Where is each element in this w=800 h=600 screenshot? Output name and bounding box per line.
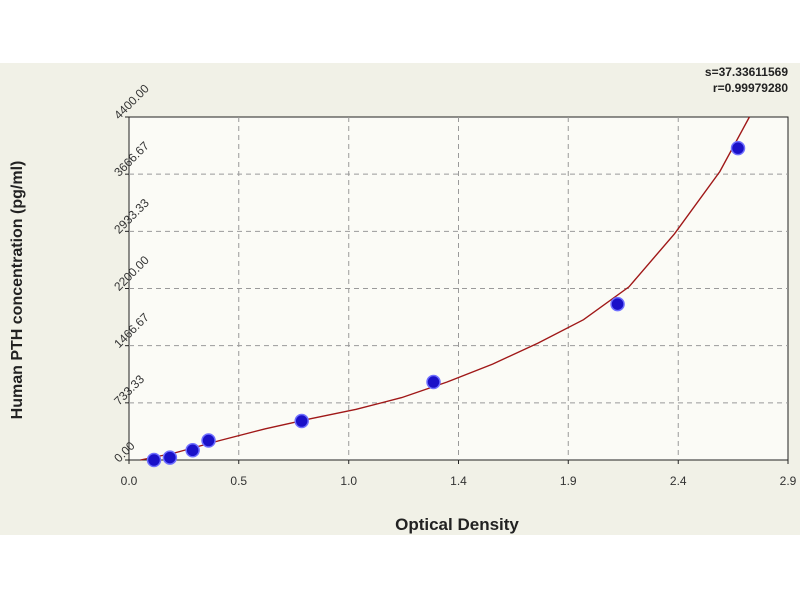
y-axis-label: Human PTH concentration (pg/ml)	[9, 161, 26, 420]
x-tick-label: 0.0	[121, 474, 138, 488]
x-tick-label: 1.0	[340, 474, 357, 488]
data-point	[426, 374, 441, 390]
data-point	[294, 413, 309, 429]
x-tick-label: 2.4	[670, 474, 687, 488]
data-point	[185, 443, 200, 458]
grid-lines	[129, 117, 788, 460]
data-point	[201, 433, 216, 448]
data-point	[610, 296, 625, 312]
data-point	[146, 452, 162, 468]
fit-statistics: s=37.33611569 r=0.99979280	[705, 64, 788, 96]
x-tick-label: 2.9	[780, 474, 797, 488]
x-tick-label: 1.4	[450, 474, 467, 488]
chart-svg: 0.0 0.5 1.0 1.4 1.9 2.4 2.9 0.00733.331466.672…	[0, 63, 800, 535]
x-tick-label: 0.5	[230, 474, 247, 488]
x-axis-label: Optical Density	[395, 515, 519, 534]
s-statistic: s=37.33611569	[704, 65, 788, 79]
x-tick-label: 1.9	[560, 474, 577, 488]
chart-figure: 0.0 0.5 1.0 1.4 1.9 2.4 2.9 0.00 733.33 1466.67 2…	[0, 63, 800, 535]
data-point	[162, 450, 178, 465]
fit-curve	[140, 116, 751, 461]
data-points	[146, 140, 746, 468]
r-statistic: r=0.99979280	[712, 81, 788, 95]
x-tick-labels: 0.0 0.5 1.0 1.4 1.9 2.4 2.9	[121, 460, 797, 488]
data-point	[730, 140, 746, 156]
